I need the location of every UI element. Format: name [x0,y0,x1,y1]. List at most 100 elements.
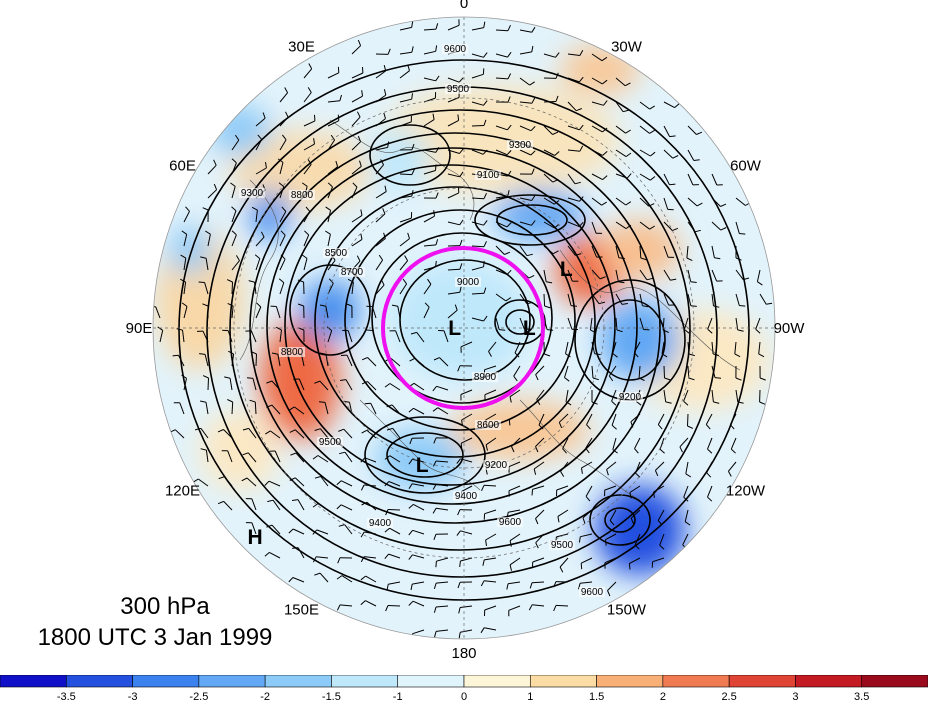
wind-barb-shaft [615,245,620,258]
wind-barb-shaft [347,330,353,343]
wind-barb-flag [581,467,583,474]
wind-barb-shaft [519,149,532,156]
wind-barb-shaft [663,197,669,210]
wind-barb-flag [507,51,512,58]
wind-barb-flag [312,455,319,460]
wind-barb-shaft [317,503,329,511]
wind-barb-shaft [303,234,310,247]
wind-barb-flag [506,583,509,590]
wind-barb-shaft [447,119,459,127]
wind-barb-shaft [366,501,377,511]
wind-barb-flag [461,419,463,426]
wind-barb-shaft [303,68,313,79]
wind-barb-shaft [508,461,521,468]
wind-barb-shaft [390,357,401,367]
wind-barb-shaft [255,117,266,127]
wind-barb-shaft [231,210,237,223]
colorbar-tick-label: -3.5 [57,691,76,702]
wind-barb-flag [198,281,205,283]
wind-barb-flag [230,182,236,187]
wind-barb-flag [319,352,326,355]
wind-barb-flag [280,254,286,260]
longitude-label: 90E [126,320,153,337]
wind-barb-flag [411,143,415,150]
wind-barb-flag [743,277,750,281]
colorbar-tick-labels: -3.5 -3 -2.5 -2 -1.5 -1 0 1 1.5 2 2.5 3 3.5 [57,691,870,702]
wind-barb-flag [218,476,225,480]
wind-barb-shaft [555,604,569,607]
wind-barb-shaft [567,173,576,185]
wind-barb-shaft [372,330,377,343]
wind-barb-shaft [297,547,305,559]
wind-barb-flag [433,582,437,590]
wind-barb-flag [312,529,318,535]
wind-barb-shaft [447,221,460,226]
wind-barb-shaft [183,211,190,223]
wind-barb-flag [757,281,763,286]
wind-barb-shaft [340,480,353,487]
wind-barb-flag [646,277,653,281]
wind-barb-flag [694,229,701,233]
contour-label: 9000 [457,277,480,288]
wind-barb-shaft [399,173,413,176]
wind-barb-flag [582,517,586,524]
colorbar-box [463,675,531,688]
wind-barb-flag [759,401,766,405]
wind-barb-shaft [319,380,329,391]
wind-barb-flag [338,428,344,432]
wind-barb-shaft [488,341,497,352]
wind-barb-flag [257,134,263,140]
wind-barb-shaft [519,317,525,330]
wind-barb-shaft [274,450,281,463]
wind-barb-shaft [556,485,569,491]
wind-barb-shaft [399,260,408,271]
wind-barb-flag [459,239,463,246]
wind-barb-shaft [375,191,387,199]
wind-barb-shaft [560,461,569,472]
wind-barb-flag [511,446,515,453]
wind-barb-flag [664,377,671,381]
wind-barb-flag [312,503,319,508]
wind-barb-flag [360,484,365,491]
wind-barb-flag [260,231,265,238]
wind-barb-flag [386,427,393,431]
wind-barb-flag [327,182,333,188]
colorbar-box [662,675,730,688]
wind-barb-shaft [735,269,744,280]
wind-barb-shaft [615,173,628,179]
wind-barb-flag [408,504,414,509]
wind-barb-flag [460,443,463,450]
wind-barb-flag [684,329,690,334]
wind-barb-shaft [231,401,234,415]
map-boundary [152,16,776,640]
wind-barb-shaft [183,306,188,319]
wind-barb-flag [528,274,535,279]
wind-barb-flag [361,357,368,361]
wind-barb-shaft [252,378,257,391]
wind-barb-flag [361,90,363,97]
wind-barb-flag [579,145,584,152]
wind-barb-flag [622,109,630,113]
wind-barb-shaft [630,509,641,519]
wind-barb-flag [234,134,240,141]
wind-barb-flag [625,224,632,230]
wind-barb-flag [559,566,564,573]
wind-barb-shaft [351,166,362,175]
wind-barb-shaft [591,125,603,133]
contour-label-background [279,347,305,357]
wind-barb-flag [185,206,190,212]
contour-label: 9400 [455,491,478,502]
wind-barb-flag [312,556,317,563]
colorbar-box [65,675,133,688]
wind-barb-flag [642,305,649,308]
wind-barb-shaft [543,173,554,183]
wind-barb-shaft [292,528,305,535]
wind-barb-flag [601,56,608,62]
wind-barb-flag [625,152,632,158]
wind-barb-shaft [495,149,508,156]
wind-barb-flag [172,354,179,357]
wind-barb-shaft [607,581,617,591]
wind-barb-flag [227,399,233,403]
wind-barb-flag [574,181,581,185]
wind-barb-flag [386,584,389,591]
